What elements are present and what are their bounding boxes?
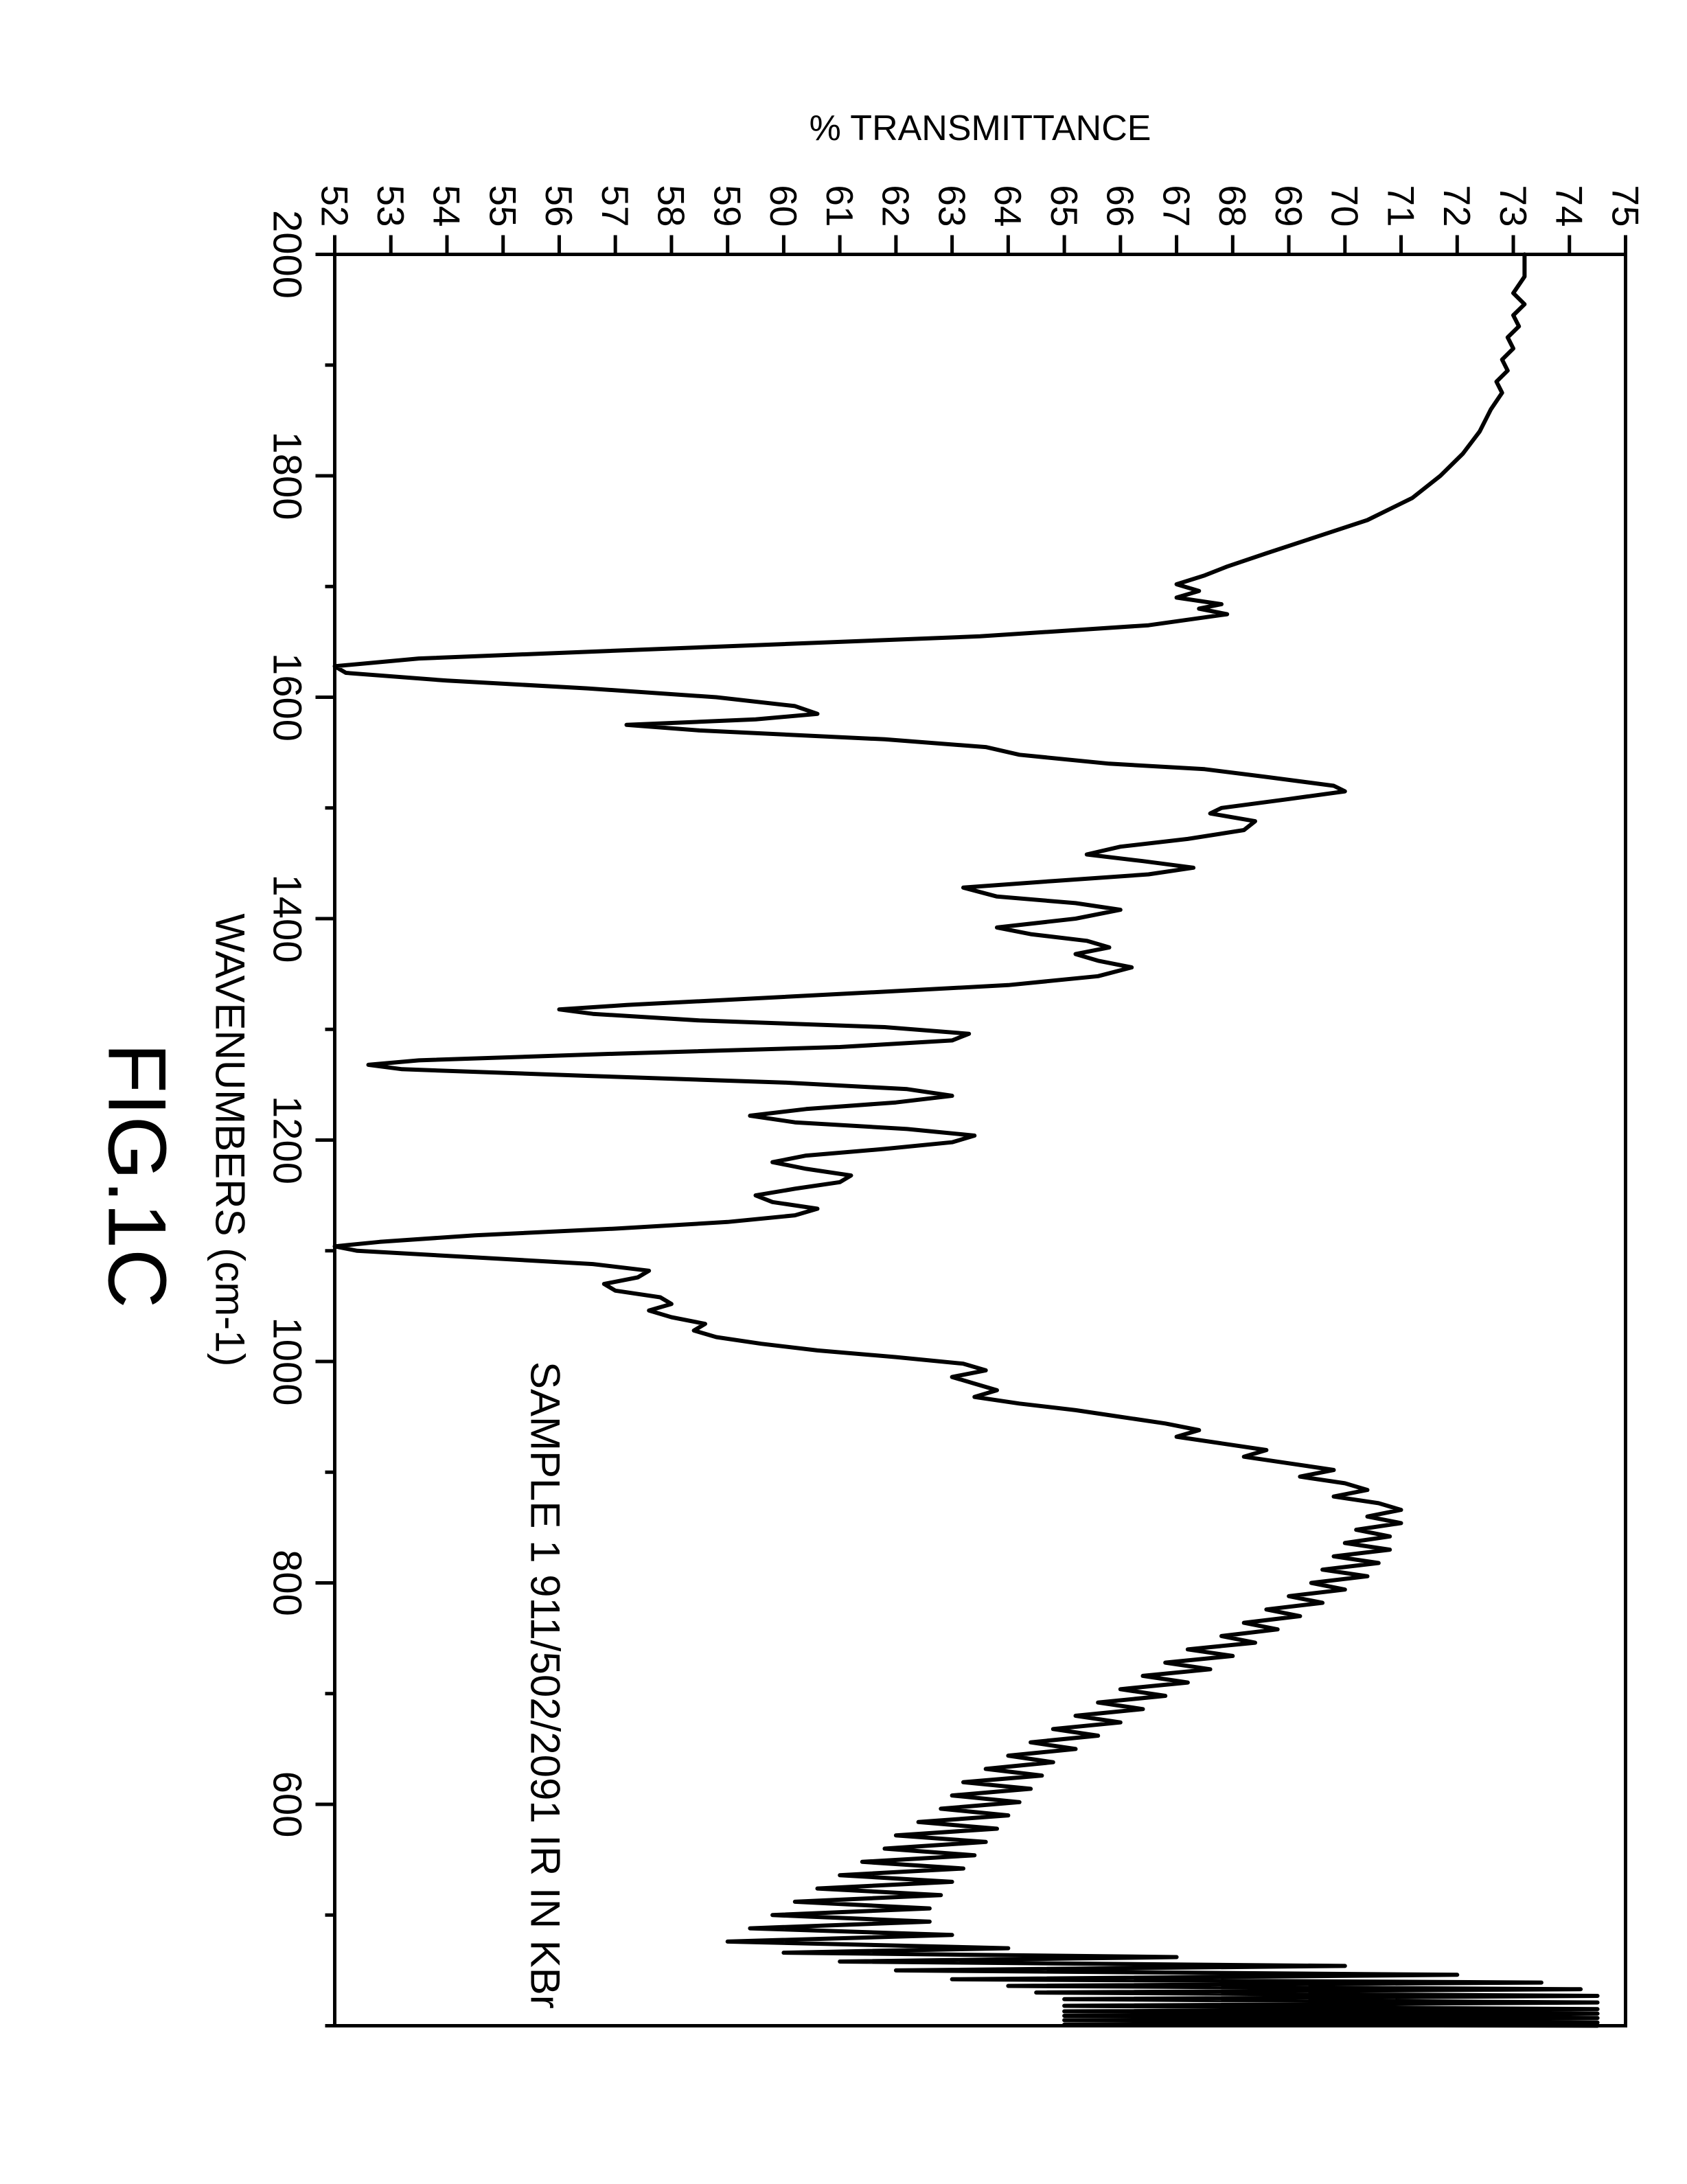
y-tick-label: 61 [818,185,860,227]
y-tick-label: 53 [369,185,411,227]
ir-spectrum-chart: 2000 1800 1600 1400 1200 1000 800 600 WAVENUMBER… [0,0,1687,2184]
y-tick-label: 72 [1436,185,1478,227]
x-tick-label: 2000 [264,209,309,298]
x-tick-label: 1600 [264,652,309,741]
y-tick-label: 63 [930,185,973,227]
x-tick-label: 800 [264,1550,309,1616]
y-tick-label: 54 [425,185,468,227]
y-tick-label: 66 [1099,185,1141,227]
chart-container: 2000 1800 1600 1400 1200 1000 800 600 WAVENUMBER… [0,0,1687,2184]
x-tick-label: 1400 [264,874,309,963]
y-tick-label: 64 [987,185,1029,227]
y-tick-label: 74 [1548,185,1590,227]
y-tick-label: 65 [1042,185,1085,227]
y-tick-label: 70 [1323,185,1366,227]
figure-label: FIG.1C [91,1042,183,1308]
y-axis-label: % TRANSMITTANCE [809,108,1151,148]
x-tick-label: 600 [264,1771,309,1837]
y-tick-label: 69 [1267,185,1309,227]
y-tick-label: 75 [1604,185,1646,227]
y-tick-label: 73 [1491,185,1534,227]
y-tick-label: 60 [762,185,805,227]
x-tick-label: 1200 [264,1095,309,1184]
x-tick-label: 1000 [264,1317,309,1405]
x-axis-label: WAVENUMBERS (cm-1) [207,913,253,1366]
y-tick-label: 56 [538,185,580,227]
y-tick-label: 52 [313,185,356,227]
y-tick-label: 59 [706,185,748,227]
y-tick-label: 62 [874,185,917,227]
y-tick-label: 57 [593,185,636,227]
x-tick-label: 1800 [264,431,309,520]
sample-label: SAMPLE 1 911/502/2091 IR IN KBr [522,1361,568,2009]
y-tick-label: 71 [1379,185,1422,227]
y-tick-label: 55 [481,185,524,227]
y-tick-label: 58 [650,185,692,227]
y-tick-label: 67 [1155,185,1197,227]
y-tick-label: 68 [1211,185,1254,227]
